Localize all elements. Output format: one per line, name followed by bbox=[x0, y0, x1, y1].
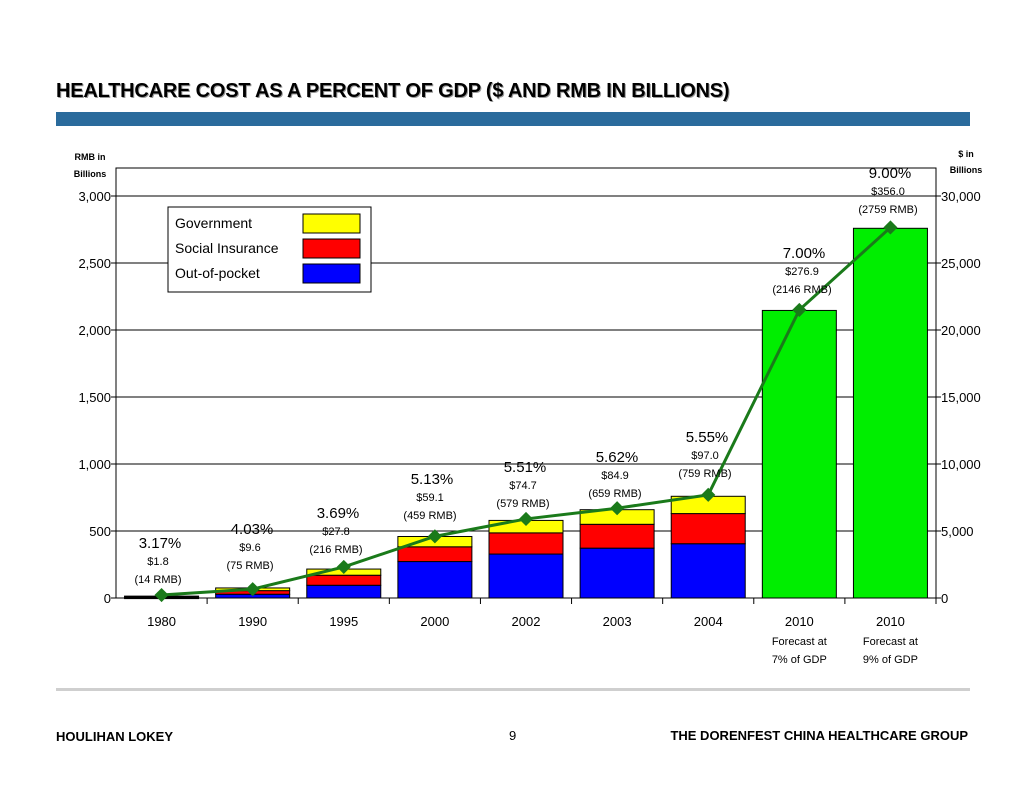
rmb-value-label: (579 RMB) bbox=[496, 498, 549, 510]
left-tick-label: 0 bbox=[104, 591, 111, 606]
left-tick-label: 1,500 bbox=[78, 390, 111, 405]
bar-segment bbox=[761, 309, 837, 599]
line-marker bbox=[701, 487, 716, 502]
rmb-value-label: (216 RMB) bbox=[309, 544, 362, 556]
line-marker bbox=[792, 302, 807, 317]
left-tick-label: 1,000 bbox=[78, 457, 111, 472]
left-tick-label: 2,000 bbox=[78, 323, 111, 338]
bar-segment bbox=[579, 523, 655, 549]
right-tick-label: 5,000 bbox=[941, 524, 974, 539]
line-marker bbox=[336, 559, 351, 574]
page-number: 9 bbox=[509, 728, 517, 743]
bar-segment bbox=[397, 561, 473, 599]
bar-segment bbox=[852, 227, 928, 599]
right-axis-label: Billions bbox=[950, 165, 983, 175]
percent-label: 7.00% bbox=[783, 245, 826, 262]
line-marker bbox=[154, 587, 169, 603]
right-tick-label: 20,000 bbox=[941, 323, 981, 338]
legend-swatch bbox=[302, 213, 361, 234]
percent-label: 5.62% bbox=[596, 449, 639, 466]
footer-company: HOULIHAN LOKEY bbox=[56, 729, 173, 744]
rmb-value-label: (14 RMB) bbox=[134, 574, 181, 586]
bar-segment bbox=[670, 543, 746, 599]
usd-value-label: $9.6 bbox=[239, 542, 260, 554]
footer-group: THE DORENFEST CHINA HEALTHCARE GROUP bbox=[670, 728, 968, 743]
bar-segment bbox=[488, 553, 564, 599]
line-marker bbox=[610, 501, 625, 516]
usd-value-label: $74.7 bbox=[509, 480, 537, 492]
rmb-value-label: (759 RMB) bbox=[678, 468, 731, 480]
legend-swatch bbox=[302, 263, 361, 284]
left-tick-label: 3,000 bbox=[78, 189, 111, 204]
rmb-value-label: (459 RMB) bbox=[403, 510, 456, 522]
bar-segment bbox=[488, 532, 564, 555]
page-title: HEALTHCARE COST AS A PERCENT OF GDP ($ A… bbox=[56, 80, 730, 102]
left-tick-label: 2,500 bbox=[78, 256, 111, 271]
right-tick-label: 25,000 bbox=[941, 256, 981, 271]
rmb-value-label: (2759 RMB) bbox=[858, 204, 917, 216]
healthcare-cost-chart: 0 0 500 5,000 1,000 10,000 1,500 15,000 2,000 20,… bbox=[74, 149, 983, 666]
left-axis-label: RMB in bbox=[75, 152, 106, 162]
usd-value-label: $356.0 bbox=[871, 186, 905, 198]
percent-label: 3.69% bbox=[317, 505, 360, 522]
category-subtitle: 7% of GDP bbox=[772, 654, 827, 666]
category-label: 2000 bbox=[420, 614, 449, 629]
category-subtitle: 9% of GDP bbox=[863, 654, 918, 666]
bar-segment bbox=[306, 574, 382, 586]
category-label: 2004 bbox=[694, 614, 723, 629]
line-marker bbox=[245, 582, 260, 597]
right-axis-label: $ in bbox=[958, 149, 974, 159]
bottom-divider bbox=[56, 688, 970, 691]
usd-value-label: $276.9 bbox=[785, 266, 819, 278]
percent-label: 3.17% bbox=[139, 535, 182, 552]
category-label: 1990 bbox=[238, 614, 267, 629]
percent-label: 5.55% bbox=[686, 429, 729, 446]
category-label: 2010 bbox=[876, 614, 905, 629]
right-tick-label: 30,000 bbox=[941, 189, 981, 204]
usd-value-label: $1.8 bbox=[147, 556, 168, 568]
line-marker bbox=[883, 220, 898, 235]
percent-label: 9.00% bbox=[869, 165, 912, 182]
legend-label: Out-of-pocket bbox=[175, 265, 260, 281]
usd-value-label: $84.9 bbox=[601, 470, 629, 482]
right-tick-label: 10,000 bbox=[941, 457, 981, 472]
right-tick-label: 0 bbox=[941, 591, 948, 606]
legend-label: Government bbox=[175, 215, 252, 231]
rmb-value-label: (2146 RMB) bbox=[772, 284, 831, 296]
title-bar bbox=[56, 112, 970, 126]
right-tick-label: 15,000 bbox=[941, 390, 981, 405]
line-marker bbox=[518, 511, 534, 527]
bar-segment bbox=[306, 584, 382, 599]
category-label: 2002 bbox=[512, 614, 541, 629]
bar-segment bbox=[397, 546, 473, 563]
usd-value-label: $27.8 bbox=[322, 526, 350, 538]
percent-label: 5.13% bbox=[411, 471, 454, 488]
legend-swatch bbox=[302, 238, 361, 259]
percent-label: 5.51% bbox=[504, 459, 547, 476]
left-tick-label: 500 bbox=[89, 524, 111, 539]
category-label: 2003 bbox=[603, 614, 632, 629]
usd-value-label: $59.1 bbox=[416, 492, 444, 504]
rmb-value-label: (659 RMB) bbox=[588, 488, 641, 500]
percent-label: 4.03% bbox=[231, 521, 274, 538]
line-marker bbox=[427, 529, 442, 544]
left-axis-label: Billions bbox=[74, 169, 107, 179]
category-label: 1995 bbox=[329, 614, 358, 629]
bar-segment bbox=[579, 547, 655, 599]
category-label: 2010 bbox=[785, 614, 814, 629]
category-subtitle: Forecast at bbox=[863, 636, 918, 648]
category-label: 1980 bbox=[147, 614, 176, 629]
legend-label: Social Insurance bbox=[175, 240, 279, 256]
category-subtitle: Forecast at bbox=[772, 636, 827, 648]
bar-segment bbox=[670, 513, 746, 545]
rmb-value-label: (75 RMB) bbox=[226, 560, 273, 572]
usd-value-label: $97.0 bbox=[691, 450, 719, 462]
